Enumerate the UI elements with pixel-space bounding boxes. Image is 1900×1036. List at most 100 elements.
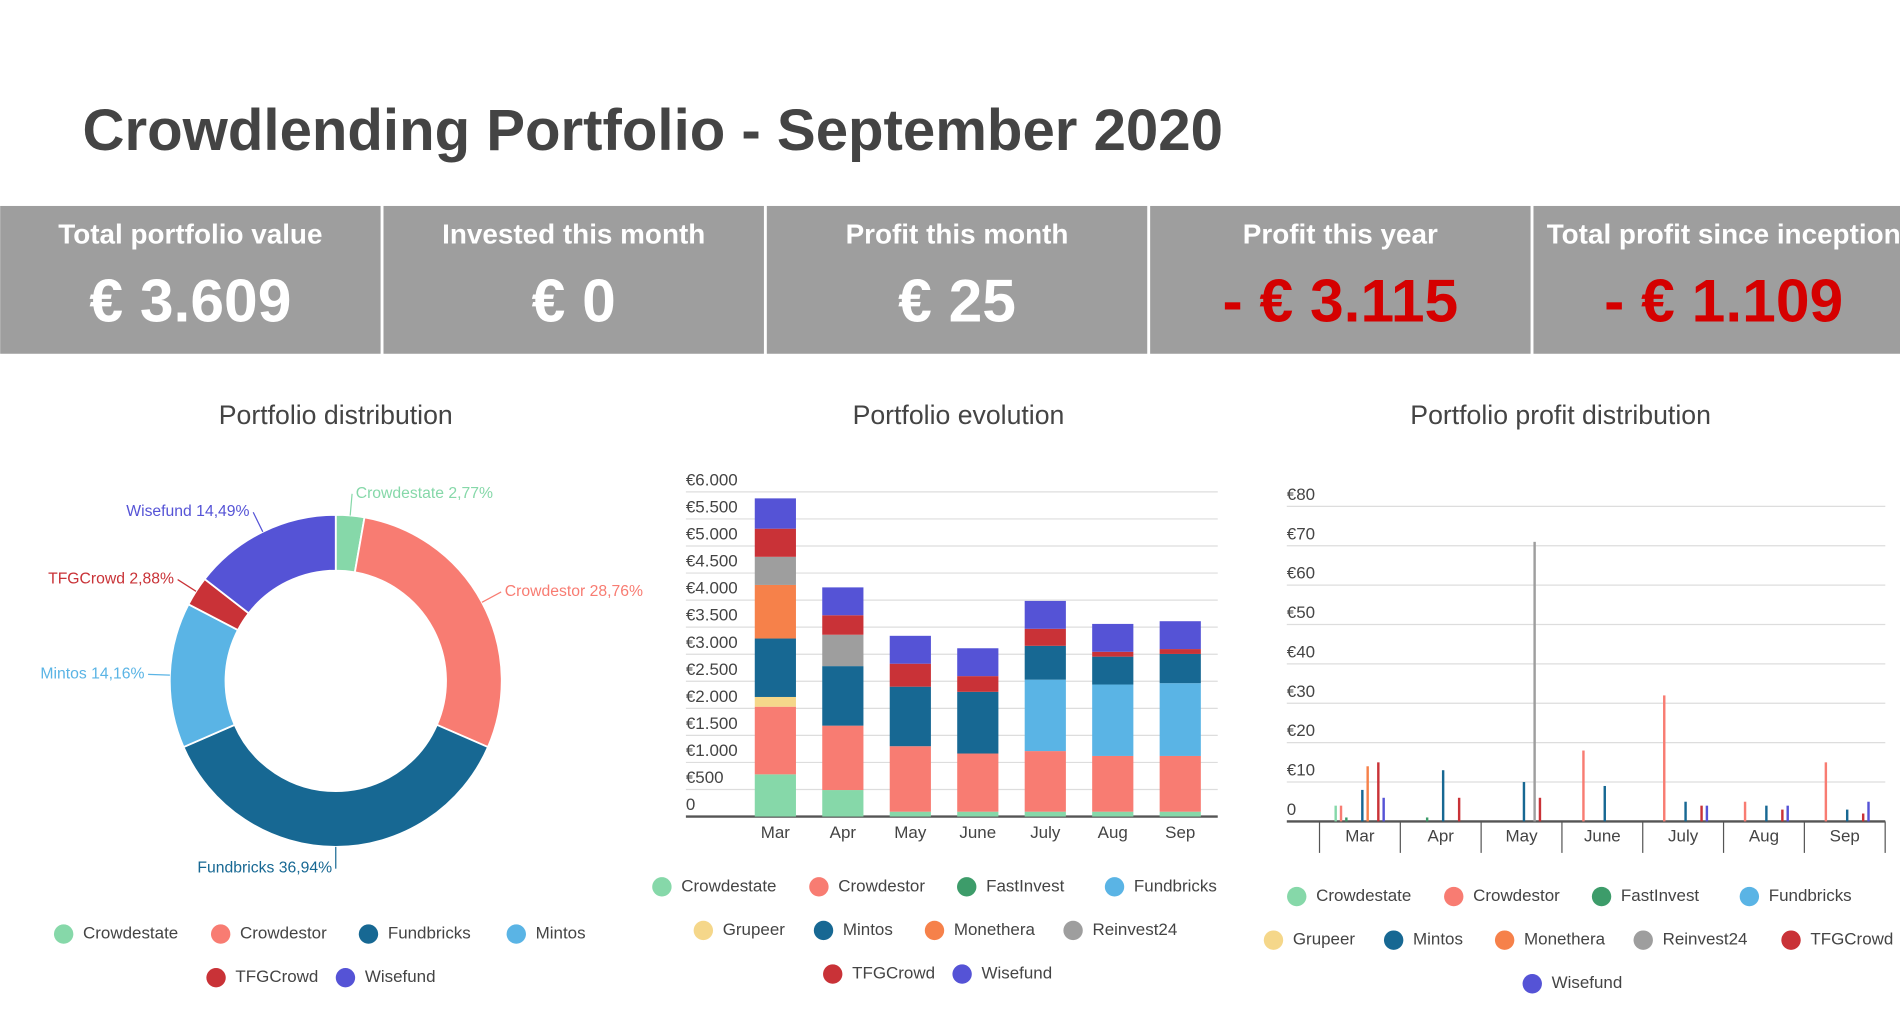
- bar-segment: [1092, 811, 1134, 817]
- y-tick-label: €2.000: [686, 687, 738, 706]
- bar-segment: [754, 638, 796, 697]
- bar-segment: [957, 691, 999, 754]
- kpi-value: - € 3.115: [1222, 266, 1458, 334]
- legend-label: Monethera: [1524, 930, 1606, 949]
- y-tick-label: €6.000: [686, 470, 738, 489]
- kpi-label: Profit this year: [1243, 219, 1438, 250]
- bar: [1441, 770, 1445, 822]
- bar: [1582, 750, 1585, 822]
- chart-title: Portfolio evolution: [853, 400, 1065, 430]
- legend-label: Fundbricks: [1134, 876, 1217, 895]
- bar: [1538, 797, 1542, 822]
- legend-swatch: [1781, 930, 1801, 950]
- y-tick-label: €80: [1287, 485, 1315, 504]
- legend-label: FastInvest: [1621, 886, 1699, 905]
- bar-segment: [754, 556, 796, 585]
- bar-segment: [889, 811, 931, 817]
- legend-swatch: [1104, 877, 1125, 897]
- legend-label: Crowdestate: [681, 876, 776, 895]
- bar: [1522, 782, 1526, 822]
- kpi-value: € 25: [898, 266, 1016, 334]
- slice-label: Crowdestate 2,77%: [356, 485, 493, 502]
- legend-label: Fundbricks: [388, 924, 471, 943]
- y-tick-label: €40: [1287, 642, 1315, 661]
- slice-label: TFGCrowd 2,88%: [48, 571, 174, 588]
- legend-swatch: [1633, 930, 1653, 950]
- legend-swatch: [924, 920, 945, 941]
- bar: [1339, 805, 1343, 822]
- x-tick-label: Mar: [761, 823, 791, 842]
- legend-swatch: [957, 877, 977, 897]
- legend-swatch: [693, 920, 714, 941]
- legend-swatch: [1494, 930, 1515, 950]
- slice-value: 2,88%: [129, 571, 174, 588]
- bar-segment: [822, 725, 864, 791]
- slice-value: 36,94%: [279, 860, 332, 877]
- bar-segment: [1159, 811, 1201, 817]
- bar: [1457, 797, 1461, 822]
- kpi-label: Invested this month: [442, 219, 705, 250]
- y-tick-label: €70: [1287, 524, 1315, 543]
- legend-swatch: [1444, 886, 1464, 907]
- bar: [1743, 801, 1747, 822]
- slice-value: 14,16%: [91, 666, 144, 683]
- legend-swatch: [335, 968, 356, 988]
- bar: [1781, 809, 1784, 822]
- leader-line: [252, 511, 264, 533]
- legend-label: Wisefund: [1552, 973, 1623, 992]
- y-tick-label: €20: [1287, 721, 1315, 740]
- bar-segment: [1159, 755, 1201, 812]
- kpi-label: Total profit since inception: [1547, 219, 1900, 250]
- bar-segment: [1024, 751, 1066, 812]
- legend-swatch: [358, 924, 379, 944]
- legend-swatch: [53, 924, 74, 944]
- legend-swatch: [1739, 886, 1760, 907]
- bar-segment: [754, 706, 796, 775]
- x-tick-label: May: [894, 823, 927, 842]
- bar-segment: [1024, 628, 1066, 646]
- legend-swatch: [210, 924, 231, 944]
- kpi-value: € 0: [532, 266, 616, 334]
- legend-swatch: [1522, 974, 1542, 994]
- bar: [1345, 817, 1348, 822]
- x-tick-label: Sep: [1830, 827, 1860, 846]
- kpi-card: [766, 205, 1148, 354]
- slice-name: Mintos: [40, 666, 86, 683]
- legend-label: FastInvest: [986, 876, 1064, 895]
- kpi-value: € 3.609: [89, 266, 291, 334]
- y-tick-label: €5.000: [686, 525, 738, 544]
- donut-slice: [353, 516, 503, 749]
- kpi-card: [1533, 205, 1900, 354]
- bar-segment: [957, 648, 999, 677]
- bar-segment: [1092, 684, 1134, 756]
- x-tick-label: July: [1030, 823, 1061, 842]
- bar-segment: [822, 666, 864, 726]
- y-tick-label: €10: [1287, 761, 1315, 780]
- chart-title: Portfolio profit distribution: [1410, 400, 1711, 430]
- bar: [1366, 766, 1369, 822]
- bar: [1824, 762, 1828, 822]
- legend-label: TFGCrowd: [1810, 930, 1893, 949]
- kpi-card: [0, 205, 381, 354]
- bar-segment: [1024, 679, 1066, 752]
- bar-segment: [957, 676, 999, 692]
- legend-swatch: [1063, 920, 1083, 941]
- bar: [1861, 813, 1865, 822]
- bar: [1705, 805, 1709, 822]
- chart-title: Portfolio distribution: [219, 400, 453, 430]
- legend-label: Crowdestor: [838, 876, 925, 895]
- bar-segment: [1092, 623, 1134, 652]
- bar: [1845, 809, 1849, 822]
- bar: [1334, 805, 1337, 822]
- kpi-value: - € 1.109: [1604, 266, 1843, 334]
- legend-label: Reinvest24: [1663, 930, 1748, 949]
- y-tick-label: €3.000: [686, 633, 738, 652]
- bar: [1765, 805, 1768, 822]
- bar-segment: [822, 634, 864, 667]
- legend-swatch: [813, 920, 834, 941]
- slice-name: TFGCrowd: [48, 571, 125, 588]
- legend-swatch: [809, 877, 829, 897]
- bar-segment: [1159, 653, 1201, 684]
- y-tick-label: €1.000: [686, 741, 738, 760]
- bar: [1684, 801, 1687, 822]
